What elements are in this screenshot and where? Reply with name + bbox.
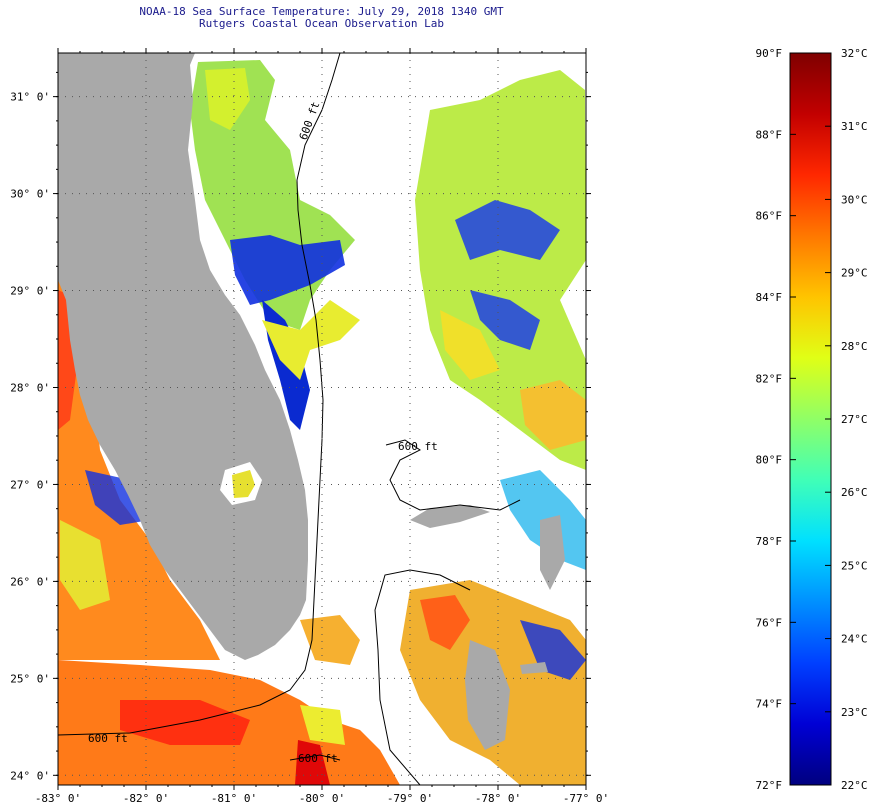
colorbar-c-label: 24°C bbox=[841, 633, 868, 646]
map-title: NOAA-18 Sea Surface Temperature: July 29… bbox=[139, 5, 504, 18]
lon-tick-label: -82° 0' bbox=[123, 792, 169, 805]
colorbar-f-label: 74°F bbox=[756, 698, 783, 711]
latitude-axis: 31° 0' 30° 0' 29° 0' 28° 0' 27° 0' 26° 0' 25° … bbox=[10, 71, 591, 782]
sst-patch-gulf-yellow bbox=[60, 520, 110, 610]
lon-tick-label: -81° 0' bbox=[211, 792, 257, 805]
lat-tick-label: 28° 0' bbox=[10, 381, 50, 394]
lon-tick-label: -77° 0' bbox=[563, 792, 609, 805]
colorbar-celsius-ticks: 32°C 31°C 30°C 29°C 28°C 27°C 26°C 25°C 24°C 23°C… bbox=[825, 47, 868, 792]
lon-tick-label: -80° 0' bbox=[299, 792, 345, 805]
colorbar-fahrenheit-ticks: 90°F 88°F 86°F 84°F 82°F 80°F 78°F 76°F 74°F 72°F bbox=[756, 47, 796, 792]
lat-tick-label: 29° 0' bbox=[10, 285, 50, 298]
lon-tick-label: -78° 0' bbox=[475, 792, 521, 805]
lat-tick-label: 24° 0' bbox=[10, 769, 50, 782]
land-layer bbox=[58, 53, 565, 750]
colorbar-f-label: 78°F bbox=[756, 535, 783, 548]
isobath-bahamas-south bbox=[374, 569, 471, 785]
colorbar-c-label: 22°C bbox=[841, 779, 868, 792]
isobath-label-gulf: 600 ft bbox=[88, 732, 128, 745]
lake-okeechobee-sst bbox=[232, 470, 255, 498]
colorbar-c-label: 25°C bbox=[841, 559, 868, 572]
sst-patch-offshore-blue bbox=[455, 200, 560, 260]
isobath-label-straits: 600 ft bbox=[298, 752, 338, 765]
isobath-600ft bbox=[58, 53, 521, 785]
colorbar-f-label: 76°F bbox=[756, 616, 783, 629]
sst-patch-shelf-yellow bbox=[262, 300, 360, 380]
colorbar-c-label: 27°C bbox=[841, 413, 868, 426]
isobath-east-florida bbox=[58, 53, 341, 736]
sst-patch-bahamas-blue bbox=[520, 620, 586, 680]
colorbar-c-label: 23°C bbox=[841, 706, 868, 719]
bahamas-island-andros bbox=[465, 640, 510, 750]
lat-tick-label: 30° 0' bbox=[10, 188, 50, 201]
lat-tick-label: 27° 0' bbox=[10, 478, 50, 491]
lat-tick-label: 31° 0' bbox=[10, 91, 50, 104]
colorbar: 90°F 88°F 86°F 84°F 82°F 80°F 78°F 76°F 74°F 72°F… bbox=[756, 47, 868, 792]
sst-patch-blue-band bbox=[230, 235, 345, 305]
sst-patch-offshore-yellow bbox=[440, 310, 500, 380]
colorbar-c-label: 30°C bbox=[841, 193, 868, 206]
bahamas-island-grand bbox=[410, 505, 490, 528]
colorbar-f-label: 84°F bbox=[756, 291, 783, 304]
sst-patch-offshore-east bbox=[415, 70, 586, 470]
bahamas-island-small bbox=[520, 662, 548, 674]
colorbar-f-label: 86°F bbox=[756, 210, 783, 223]
colorbar-bar bbox=[789, 52, 832, 786]
colorbar-f-label: 88°F bbox=[756, 128, 783, 141]
sst-patch-keys-mix bbox=[300, 615, 360, 665]
colorbar-f-label: 90°F bbox=[756, 47, 783, 60]
sst-patch-north-yellow bbox=[205, 68, 250, 130]
colorbar-f-label: 80°F bbox=[756, 454, 783, 467]
colorbar-c-label: 28°C bbox=[841, 340, 868, 353]
bahamas-island-abaco bbox=[540, 515, 565, 590]
sst-patch-east-orange bbox=[520, 380, 586, 450]
sst-patch-gulf-blue bbox=[85, 470, 150, 525]
isobath-straits-south bbox=[289, 754, 341, 761]
colorbar-c-label: 29°C bbox=[841, 267, 868, 280]
map-subtitle: Rutgers Coastal Ocean Observation Lab bbox=[198, 17, 445, 30]
sst-patch-offshore-blue2 bbox=[470, 290, 540, 350]
colorbar-f-label: 72°F bbox=[756, 779, 783, 792]
sst-data-layer bbox=[58, 60, 586, 785]
colorbar-f-label: 82°F bbox=[756, 372, 783, 385]
longitude-axis: -83° 0' -82° 0' -81° 0' -80° 0' -79° 0' -78° … bbox=[35, 48, 609, 805]
isobath-bahamas-north bbox=[385, 439, 521, 511]
colorbar-c-label: 32°C bbox=[841, 47, 868, 60]
lat-tick-label: 25° 0' bbox=[10, 672, 50, 685]
lat-tick-label: 26° 0' bbox=[10, 575, 50, 588]
colorbar-c-label: 26°C bbox=[841, 486, 868, 499]
florida-peninsula bbox=[58, 53, 308, 660]
sst-patch-straits-hot bbox=[295, 740, 330, 785]
lon-tick-label: -79° 0' bbox=[387, 792, 433, 805]
lon-tick-label: -83° 0' bbox=[35, 792, 81, 805]
sst-patch-bahamas-red bbox=[420, 595, 470, 650]
colorbar-c-label: 31°C bbox=[841, 120, 868, 133]
isobath-label-bahamas: 600 ft bbox=[398, 440, 438, 453]
